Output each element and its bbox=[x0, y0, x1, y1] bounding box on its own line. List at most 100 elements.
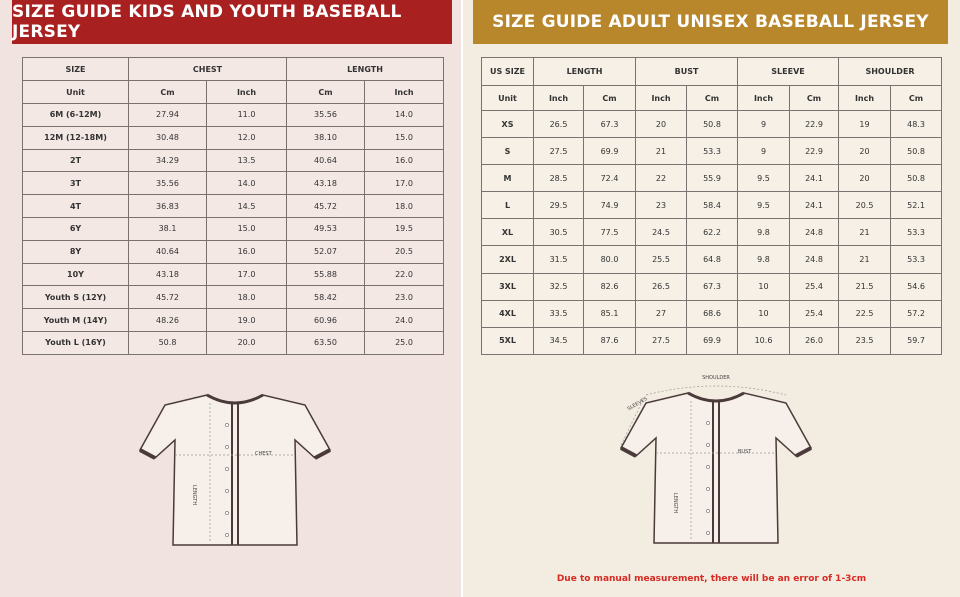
size-cell: M bbox=[481, 164, 534, 193]
size-cell: 4T bbox=[22, 194, 129, 218]
value-cell: 9.8 bbox=[737, 218, 790, 247]
data-row: 3XL 32.5 82.6 26.5 67.3 10 25.4 21.5 54.6 bbox=[481, 272, 943, 301]
value-cell: 23.0 bbox=[364, 285, 444, 310]
value-cell: 30.48 bbox=[128, 125, 207, 150]
header-cell: CHEST bbox=[128, 57, 287, 81]
value-cell: 23 bbox=[635, 191, 687, 220]
header-cell: LENGTH bbox=[533, 57, 636, 86]
value-cell: 21.5 bbox=[838, 272, 892, 301]
size-cell: 12M (12-18M) bbox=[22, 125, 129, 150]
header-row: US SIZE LENGTH BUST SLEEVE SHOULDER bbox=[481, 57, 943, 86]
data-row: Youth M (14Y) 48.26 19.0 60.96 24.0 bbox=[22, 308, 444, 332]
value-cell: 25.4 bbox=[788, 299, 840, 328]
size-cell: 6M (6-12M) bbox=[22, 103, 129, 127]
data-row: 10Y 43.18 17.0 55.88 22.0 bbox=[22, 262, 444, 287]
value-cell: 17.0 bbox=[364, 171, 444, 196]
value-cell: 15.0 bbox=[364, 125, 444, 150]
size-cell: Youth S (12Y) bbox=[22, 285, 129, 310]
size-cell: 5XL bbox=[481, 326, 534, 355]
value-cell: 54.6 bbox=[890, 272, 943, 301]
value-cell: 20 bbox=[635, 109, 687, 139]
header-cell: US SIZE bbox=[481, 57, 534, 86]
data-row: 5XL 34.5 87.6 27.5 69.9 10.6 26.0 23.5 59.7 bbox=[481, 326, 943, 355]
value-cell: 32.5 bbox=[533, 272, 584, 301]
value-cell: 74.9 bbox=[583, 191, 636, 220]
value-cell: 85.1 bbox=[583, 299, 636, 328]
value-cell: 40.64 bbox=[286, 148, 365, 173]
unit-cell: Cm bbox=[890, 85, 943, 111]
value-cell: 58.42 bbox=[286, 285, 365, 310]
value-cell: 16.0 bbox=[206, 239, 287, 264]
data-row: L 29.5 74.9 23 58.4 9.5 24.1 20.5 52.1 bbox=[481, 191, 943, 220]
value-cell: 19 bbox=[838, 109, 892, 139]
header-cell: LENGTH bbox=[286, 57, 444, 81]
unit-cell: Cm bbox=[286, 80, 365, 104]
value-cell: 63.50 bbox=[286, 330, 365, 355]
value-cell: 18.0 bbox=[206, 285, 287, 310]
value-cell: 69.9 bbox=[583, 137, 636, 166]
value-cell: 26.0 bbox=[788, 326, 840, 355]
value-cell: 24.5 bbox=[635, 218, 687, 247]
kids-title: SIZE GUIDE KIDS AND YOUTH BASEBALL JERSE… bbox=[12, 0, 452, 44]
table-body: SIZE CHEST LENGTH Unit Cm Inch Cm Inch 6M (6-12M… bbox=[22, 57, 444, 355]
value-cell: 58.4 bbox=[686, 191, 738, 220]
value-cell: 20.5 bbox=[364, 239, 444, 264]
value-cell: 43.18 bbox=[128, 262, 207, 287]
value-cell: 25.4 bbox=[788, 272, 840, 301]
data-row: 6Y 38.1 15.0 49.53 19.5 bbox=[22, 216, 444, 241]
unit-cell: Cm bbox=[788, 85, 840, 111]
value-cell: 62.2 bbox=[686, 218, 738, 247]
value-cell: 52.07 bbox=[286, 239, 365, 264]
value-cell: 59.7 bbox=[890, 326, 943, 355]
value-cell: 24.8 bbox=[788, 245, 840, 274]
unit-cell: Inch bbox=[364, 80, 444, 104]
value-cell: 17.0 bbox=[206, 262, 287, 287]
value-cell: 24.8 bbox=[788, 218, 840, 247]
data-row: 4XL 33.5 85.1 27 68.6 10 25.4 22.5 57.2 bbox=[481, 299, 943, 328]
header-row: SIZE CHEST LENGTH bbox=[22, 57, 444, 81]
value-cell: 60.96 bbox=[286, 308, 365, 332]
value-cell: 24.0 bbox=[364, 308, 444, 332]
data-row: 8Y 40.64 16.0 52.07 20.5 bbox=[22, 239, 444, 264]
value-cell: 43.18 bbox=[286, 171, 365, 196]
value-cell: 50.8 bbox=[686, 109, 738, 139]
value-cell: 45.72 bbox=[286, 194, 365, 218]
unit-cell: Unit bbox=[22, 80, 129, 104]
value-cell: 22 bbox=[635, 164, 687, 193]
value-cell: 31.5 bbox=[533, 245, 584, 274]
value-cell: 53.3 bbox=[890, 218, 943, 247]
value-cell: 20 bbox=[838, 164, 892, 193]
size-cell: 10Y bbox=[22, 262, 129, 287]
value-cell: 50.8 bbox=[890, 137, 943, 166]
value-cell: 52.1 bbox=[890, 191, 943, 220]
unit-cell: Inch bbox=[737, 85, 790, 111]
kids-jersey: CHEST LENGTH bbox=[138, 393, 332, 547]
value-cell: 22.9 bbox=[788, 137, 840, 166]
value-cell: 49.53 bbox=[286, 216, 365, 241]
data-row: 12M (12-18M) 30.48 12.0 38.10 15.0 bbox=[22, 125, 444, 150]
value-cell: 16.0 bbox=[364, 148, 444, 173]
value-cell: 38.10 bbox=[286, 125, 365, 150]
unit-cell: Unit bbox=[481, 85, 534, 111]
label-chest: CHEST bbox=[255, 451, 273, 457]
value-cell: 26.5 bbox=[635, 272, 687, 301]
value-cell: 15.0 bbox=[206, 216, 287, 241]
value-cell: 27.5 bbox=[533, 137, 584, 166]
adult-jersey: SHOULDER SLEEVES BUST LENGTH bbox=[619, 375, 813, 545]
value-cell: 53.3 bbox=[686, 137, 738, 166]
value-cell: 67.3 bbox=[686, 272, 738, 301]
value-cell: 14.5 bbox=[206, 194, 287, 218]
note: Due to manual measurement, there will be… bbox=[556, 574, 867, 584]
adult-title: SIZE GUIDE ADULT UNISEX BASEBALL JERSEY bbox=[473, 0, 948, 44]
value-cell: 10 bbox=[737, 272, 790, 301]
value-cell: 26.5 bbox=[533, 109, 584, 139]
value-cell: 53.3 bbox=[890, 245, 943, 274]
value-cell: 36.83 bbox=[128, 194, 207, 218]
value-cell: 69.9 bbox=[686, 326, 738, 355]
value-cell: 27.5 bbox=[635, 326, 687, 355]
size-cell: 3T bbox=[22, 171, 129, 196]
value-cell: 9.8 bbox=[737, 245, 790, 274]
value-cell: 48.26 bbox=[128, 308, 207, 332]
value-cell: 34.5 bbox=[533, 326, 584, 355]
value-cell: 64.8 bbox=[686, 245, 738, 274]
